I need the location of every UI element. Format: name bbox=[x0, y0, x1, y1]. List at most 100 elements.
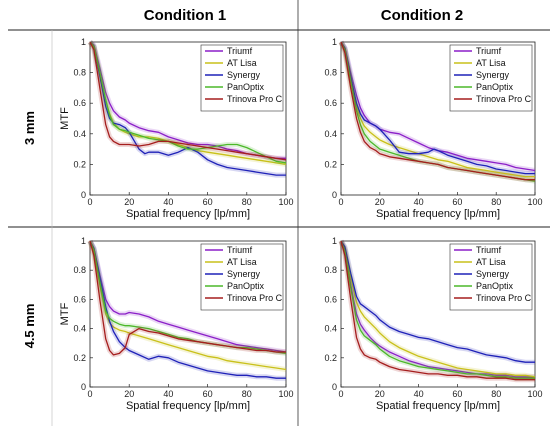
y-tick-label: 0.8 bbox=[324, 265, 337, 275]
y-tick-label: 0.6 bbox=[73, 98, 86, 108]
x-axis-label: Spatial frequency [lp/mm] bbox=[376, 400, 500, 412]
series-line-triumf bbox=[340, 240, 535, 378]
legend-box bbox=[200, 44, 284, 112]
y-tick-label: 1 bbox=[81, 37, 86, 47]
y-tick-label: 0.6 bbox=[324, 98, 337, 108]
x-tick-label: 100 bbox=[527, 197, 542, 207]
y-tick-label: 0.8 bbox=[324, 68, 337, 78]
y-tick-label: 0 bbox=[81, 382, 86, 392]
legend-entry: AT Lisa bbox=[227, 58, 257, 68]
series-line-synergy bbox=[89, 41, 286, 176]
x-tick-label: 60 bbox=[452, 389, 462, 399]
y-tick-label: 0.4 bbox=[324, 129, 337, 139]
series-line-synergy bbox=[340, 240, 535, 363]
legend-entry: Trinova Pro C bbox=[227, 94, 283, 104]
legend: Triumf AT Lisa Synergy PanOptix Trinova Pro … bbox=[200, 44, 284, 112]
x-tick-label: 100 bbox=[278, 389, 293, 399]
x-tick-label: 80 bbox=[491, 197, 501, 207]
series-line-trinova-pro-c bbox=[340, 240, 535, 381]
y-tick-label: 0.2 bbox=[324, 353, 337, 363]
column-title-condition-2: Condition 2 bbox=[381, 7, 464, 24]
series-line-trinova-pro-c bbox=[89, 41, 287, 161]
series-line-triumf bbox=[89, 240, 287, 353]
legend-entry: PanOptix bbox=[227, 281, 265, 291]
y-axis-label: MTF bbox=[59, 107, 71, 130]
x-axis-label: Spatial frequency [lp/mm] bbox=[126, 208, 250, 220]
chart-panel-3: 0 0.2 0.4 0.6 0.8 1 0 20 40 60 80 100 Spatial freque… bbox=[59, 236, 294, 412]
legend-entry: AT Lisa bbox=[476, 58, 506, 68]
y-tick-label: 0 bbox=[332, 190, 337, 200]
legend-entry: Trinova Pro C bbox=[476, 293, 532, 303]
y-tick-label: 0.4 bbox=[73, 129, 86, 139]
y-tick-label: 0 bbox=[81, 190, 86, 200]
legend-entry: Trinova Pro C bbox=[227, 293, 283, 303]
series-line-at-lisa bbox=[340, 240, 536, 378]
chart-panel-2: 0 0.2 0.4 0.6 0.8 1 0 20 40 60 80 100 Spatial freque… bbox=[324, 37, 542, 220]
y-tick-label: 1 bbox=[332, 37, 337, 47]
legend-box bbox=[449, 44, 533, 112]
x-tick-label: 60 bbox=[452, 197, 462, 207]
legend: Triumf AT Lisa Synergy PanOptix Trinova Pro … bbox=[200, 243, 284, 311]
x-tick-label: 80 bbox=[242, 197, 252, 207]
legend-entry: PanOptix bbox=[227, 82, 265, 92]
row-title-3mm: 3 mm bbox=[22, 111, 37, 145]
legend-entry: Triumf bbox=[476, 46, 502, 56]
x-tick-label: 0 bbox=[338, 389, 343, 399]
series-line-trinova-pro-c bbox=[340, 41, 535, 181]
y-tick-label: 0.2 bbox=[73, 353, 86, 363]
x-axis-label: Spatial frequency [lp/mm] bbox=[376, 208, 500, 220]
x-axis-label: Spatial frequency [lp/mm] bbox=[126, 400, 250, 412]
x-tick-label: 60 bbox=[203, 389, 213, 399]
legend-entry: Trinova Pro C bbox=[476, 94, 532, 104]
legend: Triumf AT Lisa Synergy PanOptix Trinova Pro … bbox=[449, 44, 533, 112]
legend-entry: Synergy bbox=[227, 269, 261, 279]
y-tick-label: 0.6 bbox=[324, 294, 337, 304]
series-line-synergy bbox=[340, 41, 535, 175]
legend-entry: Synergy bbox=[476, 269, 510, 279]
legend-box bbox=[200, 243, 284, 311]
x-tick-label: 20 bbox=[375, 197, 385, 207]
y-tick-label: 0.8 bbox=[73, 265, 86, 275]
x-tick-label: 20 bbox=[124, 197, 134, 207]
y-tick-label: 0.4 bbox=[73, 324, 86, 334]
x-tick-label: 100 bbox=[527, 389, 542, 399]
legend-entry: Triumf bbox=[227, 245, 253, 255]
column-title-condition-1: Condition 1 bbox=[144, 7, 227, 24]
y-tick-label: 0.8 bbox=[73, 68, 86, 78]
series-line-triumf bbox=[340, 41, 536, 172]
legend-entry: Synergy bbox=[227, 70, 261, 80]
legend-box bbox=[449, 243, 533, 311]
x-tick-label: 20 bbox=[375, 389, 385, 399]
y-tick-label: 0.2 bbox=[324, 159, 337, 169]
x-tick-label: 40 bbox=[414, 389, 424, 399]
legend-entry: Synergy bbox=[476, 70, 510, 80]
legend-entry: AT Lisa bbox=[227, 257, 257, 267]
x-tick-label: 0 bbox=[87, 389, 92, 399]
chart-panel-4: 0 0.2 0.4 0.6 0.8 1 0 20 40 60 80 100 Spatial freque… bbox=[324, 236, 542, 412]
legend-entry: PanOptix bbox=[476, 82, 514, 92]
chart-panel-1: 0 0.2 0.4 0.6 0.8 1 0 20 40 60 80 100 Spatial freque… bbox=[59, 37, 294, 220]
x-tick-label: 0 bbox=[338, 197, 343, 207]
y-tick-label: 0.2 bbox=[73, 159, 86, 169]
row-title-4-5mm: 4.5 mm bbox=[22, 304, 37, 349]
y-tick-label: 1 bbox=[332, 236, 337, 246]
y-tick-label: 1 bbox=[81, 236, 86, 246]
legend-entry: AT Lisa bbox=[476, 257, 506, 267]
legend-entry: PanOptix bbox=[476, 281, 514, 291]
y-axis-label: MTF bbox=[59, 302, 71, 325]
x-tick-label: 40 bbox=[414, 197, 424, 207]
legend-entry: Triumf bbox=[227, 46, 253, 56]
x-tick-label: 0 bbox=[87, 197, 92, 207]
legend: Triumf AT Lisa Synergy PanOptix Trinova Pro … bbox=[449, 243, 533, 311]
x-tick-label: 60 bbox=[203, 197, 213, 207]
y-tick-label: 0 bbox=[332, 382, 337, 392]
x-tick-label: 20 bbox=[124, 389, 134, 399]
series-line-trinova-pro-c bbox=[89, 240, 286, 356]
x-tick-label: 80 bbox=[242, 389, 252, 399]
y-tick-label: 0.4 bbox=[324, 324, 337, 334]
series-line-panoptix bbox=[89, 240, 287, 355]
legend-entry: Triumf bbox=[476, 245, 502, 255]
x-tick-label: 40 bbox=[163, 389, 173, 399]
